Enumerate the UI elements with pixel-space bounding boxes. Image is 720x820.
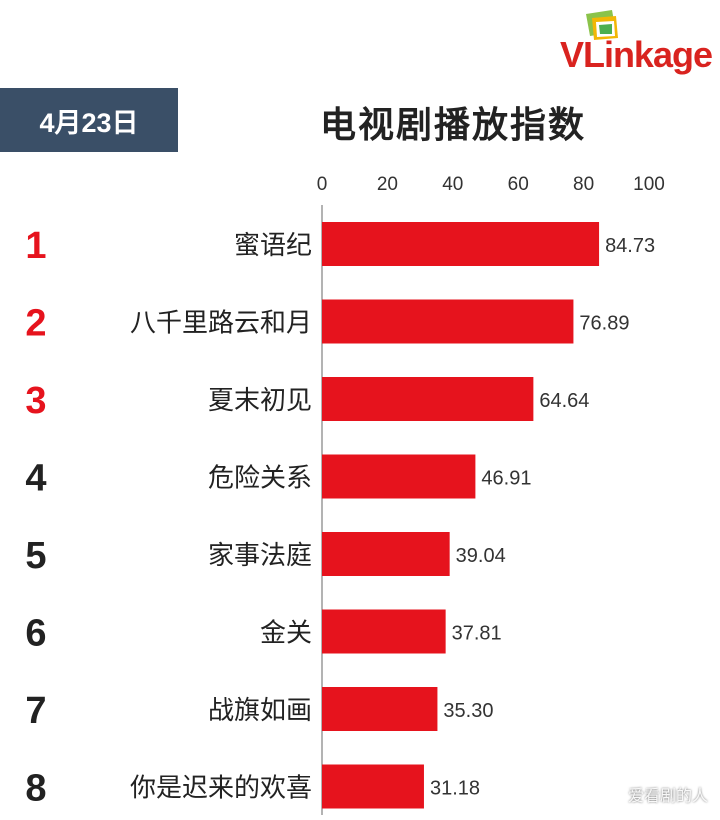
rank-number: 1 — [25, 225, 46, 267]
rank-number: 7 — [25, 690, 46, 732]
data-label: 39.04 — [456, 545, 506, 567]
x-tick-label: 60 — [508, 174, 529, 195]
x-tick-label: 100 — [633, 174, 665, 195]
bar — [322, 299, 574, 344]
date-badge: 4月23日 — [0, 88, 178, 152]
data-label: 76.89 — [579, 313, 629, 335]
bar-chart: 0 20 40 60 80 100 1 蜜语纪 84.73 2 八千里路云和月 76.89 3 夏末初见 6… — [25, 174, 665, 815]
category-label: 八千里路云和月 — [130, 309, 312, 339]
x-tick-label: 20 — [377, 174, 398, 195]
rank-number: 2 — [25, 303, 46, 345]
bar — [322, 764, 424, 809]
category-label: 你是迟来的欢喜 — [130, 774, 312, 804]
logo-text: VLinkage — [559, 34, 713, 75]
rank-number: 4 — [25, 458, 46, 500]
bar — [322, 532, 450, 576]
category-label: 金关 — [260, 619, 312, 649]
category-label: 家事法庭 — [208, 541, 312, 571]
category-label: 夏末初见 — [208, 386, 312, 416]
bar — [322, 222, 600, 266]
data-label: 84.73 — [605, 235, 655, 257]
rank-number: 8 — [25, 768, 46, 810]
bar — [322, 454, 476, 499]
category-label: 危险关系 — [208, 464, 312, 494]
vlinkage-logo: VLinkage — [542, 8, 713, 78]
x-tick-label: 80 — [573, 174, 594, 195]
chart-title: 电视剧播放指数 — [320, 105, 587, 146]
logo-mark-icon — [586, 10, 618, 40]
category-label: 战旗如画 — [208, 696, 312, 726]
rank-number: 3 — [25, 380, 46, 422]
watermark: 爱看剧的人 — [627, 786, 708, 805]
data-label: 31.18 — [430, 778, 480, 800]
bar — [322, 377, 534, 421]
bar — [322, 687, 438, 731]
data-label: 46.91 — [481, 468, 531, 490]
rank-number: 5 — [25, 535, 46, 577]
data-label: 37.81 — [452, 623, 502, 645]
data-label: 35.30 — [443, 700, 493, 722]
x-tick-label: 40 — [442, 174, 463, 195]
bar — [322, 609, 446, 654]
x-tick-label: 0 — [317, 174, 328, 195]
category-label: 蜜语纪 — [234, 231, 312, 261]
rank-number: 6 — [25, 613, 46, 655]
data-label: 64.64 — [539, 390, 589, 412]
